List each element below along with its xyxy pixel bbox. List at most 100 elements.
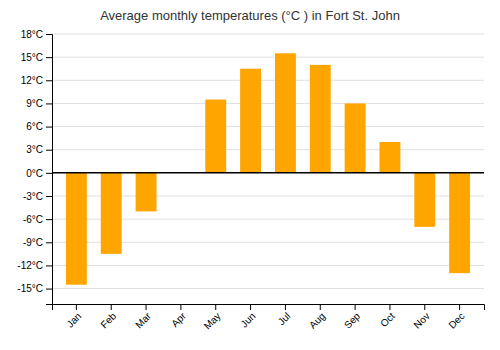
x-tick-mark bbox=[111, 304, 112, 310]
bar bbox=[240, 69, 261, 173]
y-tick: 9°C bbox=[26, 98, 52, 109]
y-tick-mark bbox=[46, 242, 52, 243]
bar bbox=[449, 173, 470, 273]
bars bbox=[66, 53, 470, 284]
bar bbox=[345, 103, 366, 172]
x-tick-label: Feb bbox=[98, 310, 118, 330]
y-tick: 18°C bbox=[21, 29, 52, 40]
x-tick: Feb bbox=[98, 304, 118, 330]
x-tick-mark bbox=[424, 304, 425, 310]
y-tick-mark bbox=[46, 173, 52, 174]
x-tick: Sep bbox=[342, 304, 363, 331]
x-axis-line bbox=[53, 305, 485, 311]
grid-line bbox=[52, 126, 484, 127]
y-tick: -9°C bbox=[23, 237, 52, 248]
x-tick-mark bbox=[459, 304, 460, 310]
x-tick: Dec bbox=[446, 304, 466, 331]
bar bbox=[275, 53, 296, 173]
x-tick: Mar bbox=[133, 304, 153, 330]
y-tick-label: 15°C bbox=[21, 52, 43, 63]
y-tick: 6°C bbox=[26, 121, 52, 132]
x-tick-label: Aug bbox=[307, 310, 327, 330]
grid-line bbox=[52, 57, 484, 58]
x-tick: Nov bbox=[411, 304, 431, 331]
y-tick: 0°C bbox=[26, 168, 52, 179]
y-tick-label: 12°C bbox=[21, 75, 43, 86]
x-tick: May bbox=[202, 304, 223, 332]
y-tick-mark bbox=[46, 289, 52, 290]
y-tick-mark bbox=[46, 57, 52, 58]
x-tick-label: Mar bbox=[133, 310, 153, 330]
y-tick: -12°C bbox=[17, 260, 52, 271]
y-tick: -3°C bbox=[23, 191, 52, 202]
y-tick-label: -3°C bbox=[23, 191, 43, 202]
x-tick-label: Oct bbox=[378, 310, 397, 329]
zero-line bbox=[52, 172, 484, 174]
y-tick-mark bbox=[46, 219, 52, 220]
grid-line bbox=[52, 265, 484, 266]
y-tick-label: -12°C bbox=[17, 260, 43, 271]
chart-svg: -15°C -12°C -9°C -6°C -3°C 0°C 3°C 6°C 9°C 12°C 15… bbox=[0, 0, 500, 350]
y-tick-mark bbox=[46, 196, 52, 197]
grid-line bbox=[52, 80, 484, 81]
y-tick-label: -6°C bbox=[23, 214, 43, 225]
x-tick: Apr bbox=[169, 304, 188, 329]
x-tick: Jul bbox=[276, 304, 293, 327]
y-tick: 12°C bbox=[21, 75, 52, 86]
x-tick-mark bbox=[146, 304, 147, 310]
y-tick-mark bbox=[46, 127, 52, 128]
x-tick-mark bbox=[389, 304, 390, 310]
x-axis: Jan Feb Mar Apr May Jun Jul Aug Sep Oct Nov Dec bbox=[53, 304, 485, 332]
y-tick-label: -15°C bbox=[17, 283, 43, 294]
x-tick-mark bbox=[180, 304, 181, 310]
y-tick-label: 9°C bbox=[26, 98, 43, 109]
y-tick-mark bbox=[46, 265, 52, 266]
bar bbox=[205, 100, 226, 173]
x-tick-mark bbox=[215, 304, 216, 310]
grid-line bbox=[52, 149, 484, 150]
y-tick-mark bbox=[46, 150, 52, 151]
x-tick-label: Jul bbox=[276, 310, 293, 327]
grid-line bbox=[52, 288, 484, 289]
plot-area: -15°C -12°C -9°C -6°C -3°C 0°C 3°C 6°C 9°C 12°C 15… bbox=[17, 29, 484, 332]
y-tick-label: 18°C bbox=[21, 29, 43, 40]
x-tick-mark bbox=[320, 304, 321, 310]
grid-line bbox=[52, 34, 484, 35]
y-tick: -15°C bbox=[17, 283, 52, 294]
x-tick-mark bbox=[250, 304, 251, 310]
x-tick-label: Apr bbox=[169, 310, 188, 329]
grid-line bbox=[52, 103, 484, 104]
y-tick-mark bbox=[46, 34, 52, 35]
grid-line bbox=[52, 172, 484, 173]
bar bbox=[379, 142, 400, 173]
y-tick: 15°C bbox=[21, 52, 52, 63]
bar bbox=[136, 173, 157, 212]
x-tick-label: Jun bbox=[238, 310, 257, 329]
bar bbox=[310, 65, 331, 173]
x-tick: Aug bbox=[307, 304, 327, 331]
x-tick: Jan bbox=[64, 304, 83, 330]
x-tick-label: Nov bbox=[411, 310, 431, 330]
chart-title: Average monthly temperatures (°C ) in Fo… bbox=[100, 8, 400, 23]
y-tick: -6°C bbox=[23, 214, 52, 225]
x-tick-mark bbox=[355, 304, 356, 310]
y-tick-mark bbox=[46, 103, 52, 104]
bar bbox=[101, 173, 122, 254]
x-tick-mark bbox=[76, 304, 77, 310]
x-tick-label: Jan bbox=[64, 310, 83, 329]
x-tick: Jun bbox=[238, 304, 257, 330]
y-tick-mark bbox=[46, 80, 52, 81]
bar bbox=[66, 173, 87, 285]
x-tick-label: Dec bbox=[446, 310, 466, 330]
bar bbox=[414, 173, 435, 227]
x-tick: Oct bbox=[378, 304, 397, 329]
y-axis-line bbox=[46, 35, 53, 305]
y-axis: -15°C -12°C -9°C -6°C -3°C 0°C 3°C 6°C 9°C 12°C 15… bbox=[17, 29, 52, 305]
x-tick-label: Sep bbox=[342, 310, 363, 331]
x-tick-label: May bbox=[202, 310, 223, 331]
y-tick-label: 3°C bbox=[26, 144, 43, 155]
chart-container: -15°C -12°C -9°C -6°C -3°C 0°C 3°C 6°C 9°C 12°C 15… bbox=[0, 0, 500, 350]
y-tick-label: -9°C bbox=[23, 237, 43, 248]
grid bbox=[52, 34, 484, 289]
y-tick-label: 6°C bbox=[26, 121, 43, 132]
